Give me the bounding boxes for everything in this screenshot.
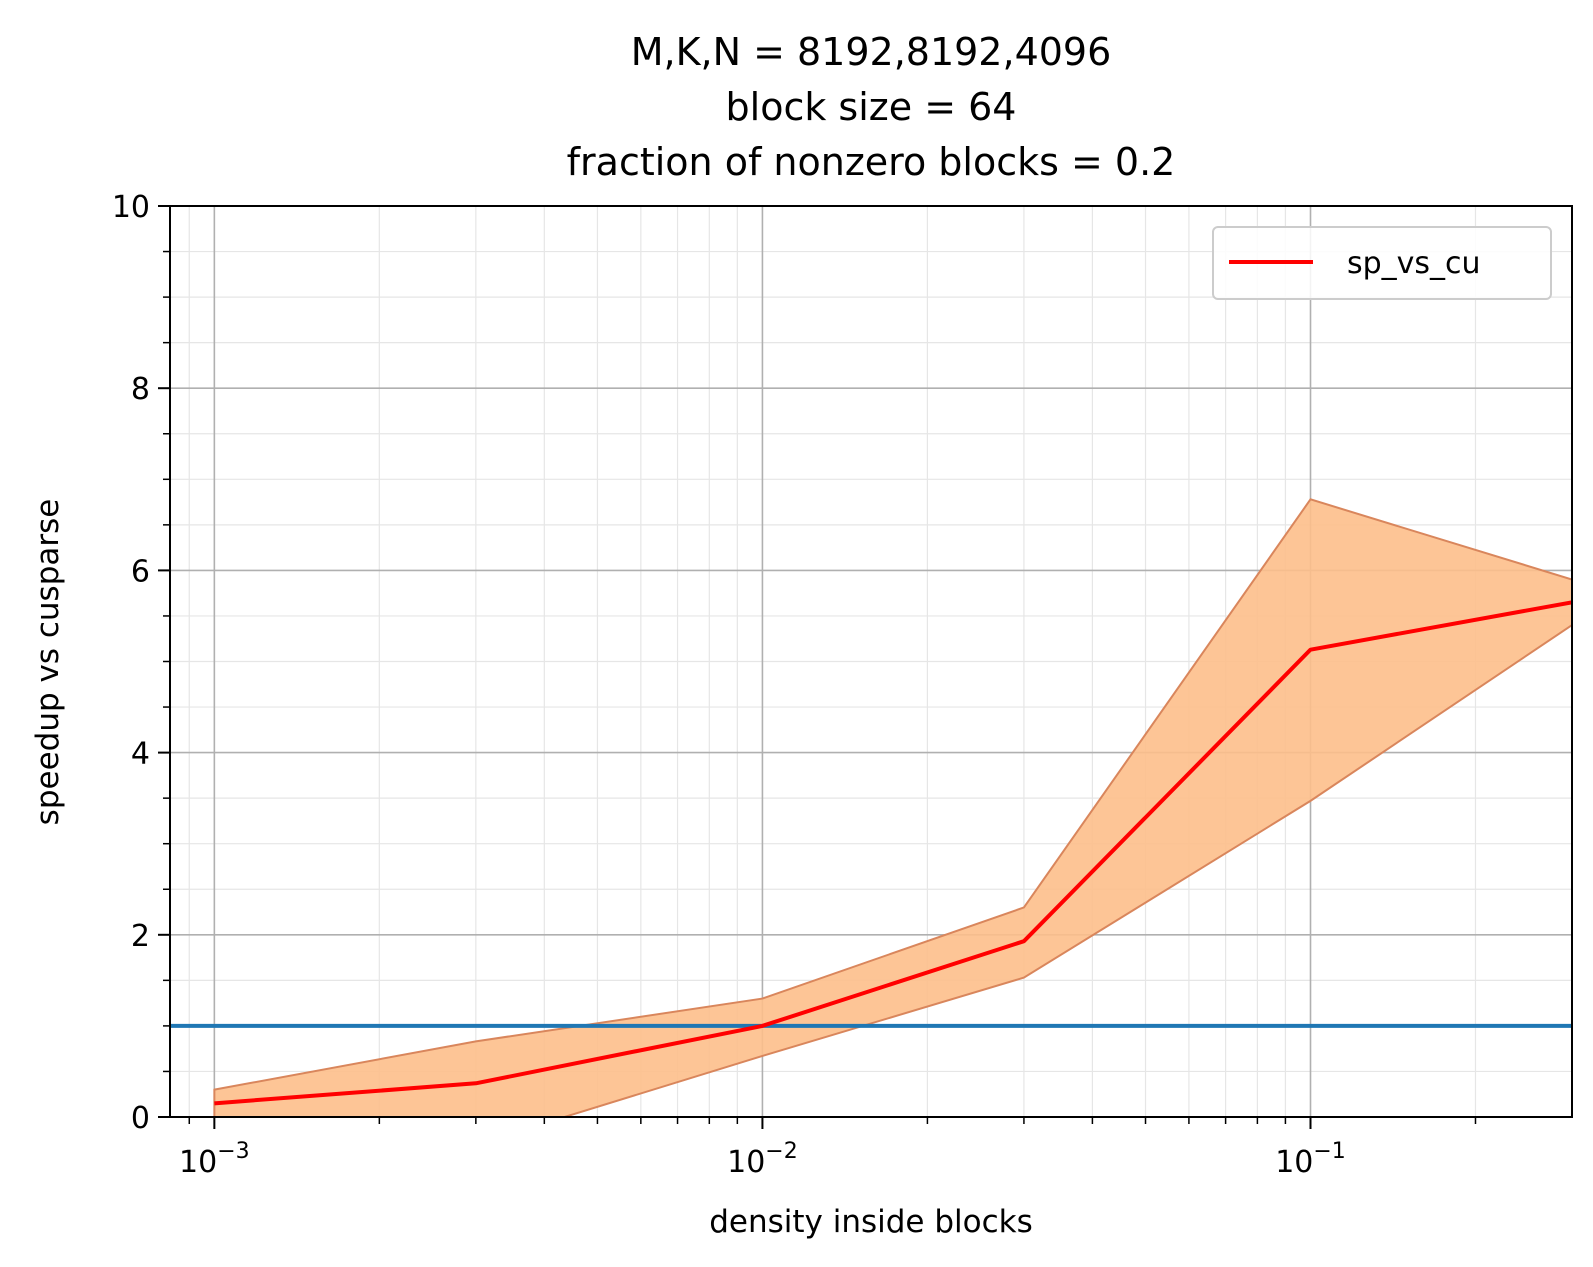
x-tick-label: 10−2: [727, 1139, 798, 1180]
x-tick-label: 10−3: [179, 1139, 250, 1180]
series-band: [213, 498, 1572, 1117]
axis-tick-labels: 10−3 10−2 10−1 0 2 4 6 8 10: [112, 190, 1346, 1180]
x-axis-label: density inside blocks: [709, 1204, 1033, 1240]
legend-label-sp-vs-cu: sp_vs_cu: [1347, 246, 1481, 281]
plot-area: [170, 498, 1572, 1117]
y-tick-label: 8: [131, 372, 150, 407]
y-tick-label: 4: [131, 737, 150, 772]
legend-box: [1212, 226, 1552, 300]
chart-title-line-2: block size = 64: [726, 85, 1017, 129]
minor-grid: [170, 206, 1572, 1117]
axis-ticks: [158, 205, 1477, 1129]
chart-title-line-3: fraction of nonzero blocks = 0.2: [567, 140, 1176, 184]
legend: sp_vs_cu: [1212, 226, 1552, 300]
y-tick-label: 6: [131, 554, 150, 589]
y-tick-label: 2: [131, 919, 150, 954]
y-tick-label: 10: [112, 190, 150, 225]
y-tick-label: 0: [131, 1101, 150, 1136]
x-tick-label: 10−1: [1275, 1139, 1346, 1180]
y-axis-label: speedup vs cusparse: [30, 499, 66, 826]
series-line: [214, 600, 1572, 1106]
chart-title-line-1: M,K,N = 8192,8192,4096: [631, 30, 1112, 74]
